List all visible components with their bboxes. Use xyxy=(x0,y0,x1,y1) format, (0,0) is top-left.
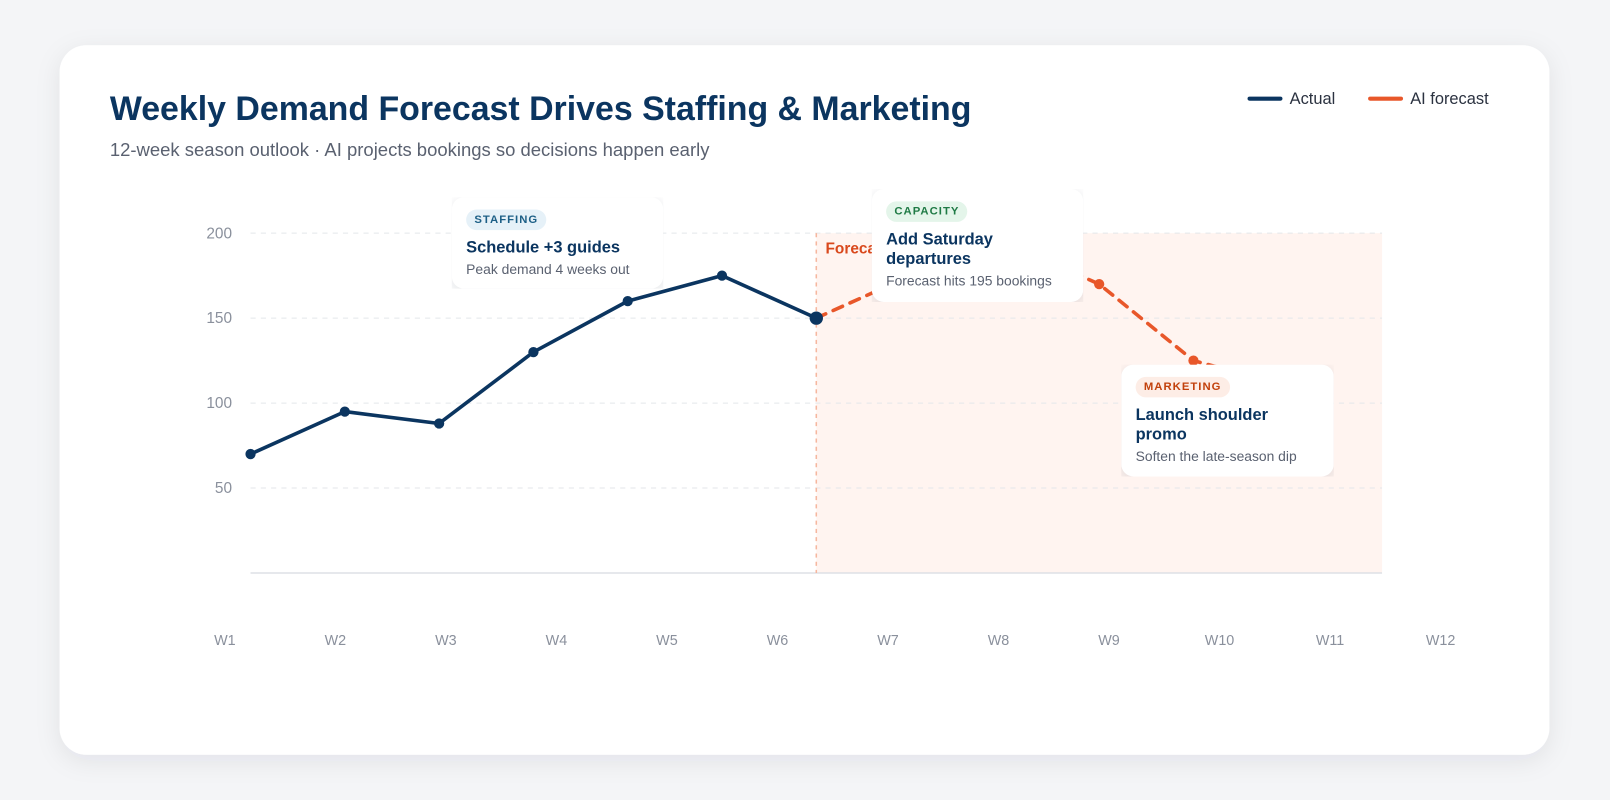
x-tick-label: W5 xyxy=(656,633,678,649)
legend: Actual AI forecast xyxy=(1247,90,1489,108)
x-tick-label: W8 xyxy=(988,633,1010,649)
annotation-text: Forecast hits 195 bookings xyxy=(886,273,1052,289)
annotation-card: MARKETING Launch shoulder promo Soften the… xyxy=(1121,364,1334,477)
x-tick-label: W4 xyxy=(546,633,568,649)
annotation-tag: STAFFING xyxy=(466,209,547,231)
annotation-card: CAPACITY Add Saturday departures Forecast … xyxy=(871,188,1084,302)
annotation-title: Schedule +3 guides xyxy=(466,239,621,257)
x-tick-label: W1 xyxy=(214,633,236,649)
chart-title: Weekly Demand Forecast Drives Staffing &… xyxy=(110,90,972,128)
data-point xyxy=(1188,355,1199,366)
x-tick-label: W12 xyxy=(1426,633,1456,649)
y-tick-label: 50 xyxy=(215,480,232,497)
data-point xyxy=(809,311,823,325)
data-point xyxy=(1094,278,1105,290)
annotation: STAFFING Schedule +3 guides Peak demand 4 … xyxy=(451,197,664,289)
x-tick-label: W2 xyxy=(325,633,347,649)
x-tick-label: W10 xyxy=(1205,633,1235,649)
y-tick-label: 100 xyxy=(206,395,232,412)
data-point xyxy=(339,406,350,417)
card xyxy=(59,45,1550,755)
annotation-title: Add Saturday departures xyxy=(886,231,993,269)
annotation-text: Peak demand 4 weeks out xyxy=(466,261,630,278)
annotation-tag: MARKETING xyxy=(1135,376,1230,398)
x-tick-label: W11 xyxy=(1316,633,1344,649)
legend-label: AI forecast xyxy=(1410,90,1489,108)
y-tick-label: 150 xyxy=(206,310,232,327)
data-point xyxy=(622,295,633,307)
annotation-title: Launch shoulder promo xyxy=(1135,406,1268,444)
data-point xyxy=(245,448,256,460)
x-tick-label: W6 xyxy=(767,633,789,649)
data-point xyxy=(433,418,445,429)
x-tick-label: W7 xyxy=(877,633,899,649)
data-point xyxy=(528,346,539,358)
annotation-card: STAFFING Schedule +3 guides Peak demand 4 … xyxy=(451,197,664,289)
annotation: MARKETING Launch shoulder promo Soften the… xyxy=(1121,364,1334,477)
y-tick-label: 200 xyxy=(206,225,232,242)
annotation: CAPACITY Add Saturday departures Forecast … xyxy=(871,188,1084,302)
annotation-text: Soften the late-season dip xyxy=(1135,448,1297,465)
legend-label: Actual xyxy=(1290,90,1336,108)
data-point xyxy=(716,270,728,281)
annotation-tag: CAPACITY xyxy=(886,201,968,222)
chart-subtitle: 12-week season outlook · AI projects boo… xyxy=(110,139,710,160)
x-tick-label: W3 xyxy=(435,633,457,649)
x-tick-label: W9 xyxy=(1098,633,1120,649)
